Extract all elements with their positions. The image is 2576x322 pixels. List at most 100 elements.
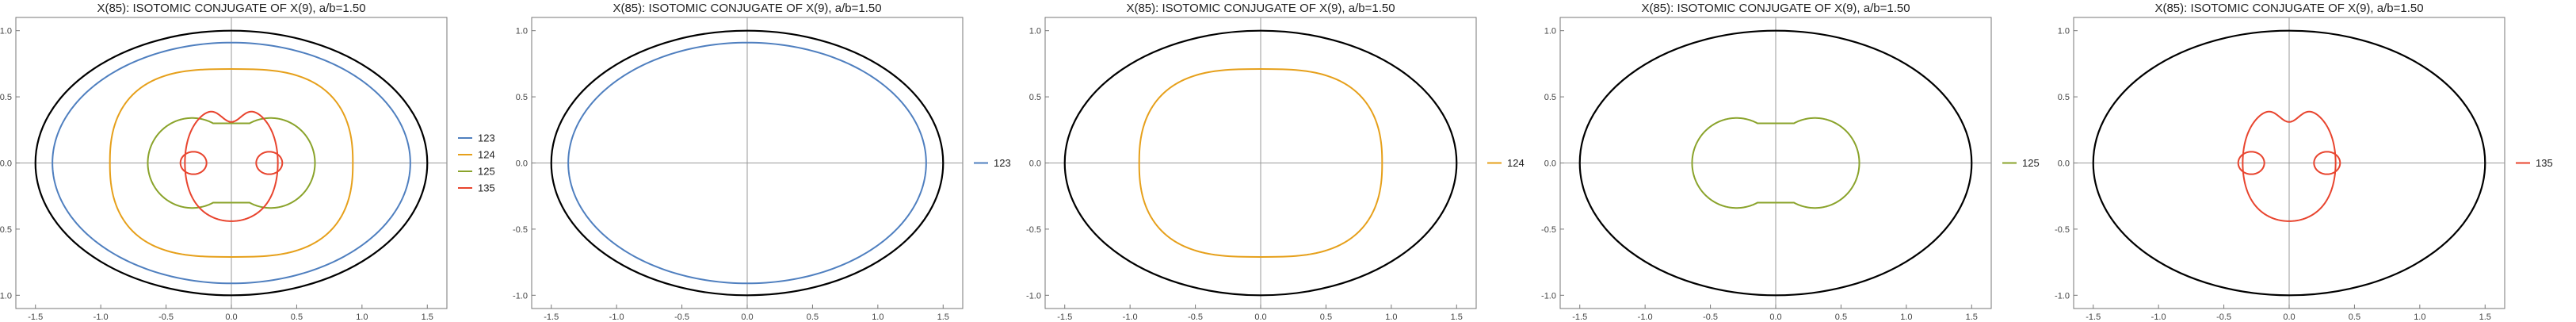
x-tick-label: -0.5 <box>1188 312 1203 322</box>
x-tick-label: 1.0 <box>356 312 368 322</box>
y-tick-label: -0.5 <box>1026 225 1041 235</box>
series-135-curve <box>2242 110 2337 222</box>
y-tick-label: -1.0 <box>0 291 12 301</box>
y-tick-label: 1.0 <box>1544 27 1556 36</box>
plot-area <box>550 29 945 297</box>
chart-panel-2: X(85): ISOTOMIC CONJUGATE OF X(9), a/b=1… <box>513 2 1011 322</box>
x-tick-label: 0.5 <box>291 312 303 322</box>
plot-area <box>2092 29 2486 297</box>
plot-area <box>1578 29 1973 297</box>
x-tick-label: -1.0 <box>1638 312 1653 322</box>
x-tick-label: 0.5 <box>1320 312 1332 322</box>
x-tick-label: 1.5 <box>1966 312 1978 322</box>
x-tick-label: 0.0 <box>1254 312 1266 322</box>
x-tick-label: -1.5 <box>1572 312 1587 322</box>
legend-label-123: 123 <box>478 132 495 144</box>
series-135-curve-loop-2 <box>2313 151 2341 175</box>
chart-panel-4: X(85): ISOTOMIC CONJUGATE OF X(9), a/b=1… <box>1541 2 2040 322</box>
x-tick-label: -0.5 <box>2216 312 2231 322</box>
reference-ellipse <box>2092 29 2486 297</box>
legend-label-125: 125 <box>478 166 495 178</box>
x-tick-label: -1.0 <box>93 312 109 322</box>
reference-ellipse <box>34 29 429 297</box>
y-tick-label: -1.0 <box>513 291 528 301</box>
x-tick-label: 1.5 <box>2479 312 2491 322</box>
x-tick-label: -0.5 <box>674 312 689 322</box>
y-tick-label: 0.5 <box>1029 93 1041 102</box>
x-tick-label: 1.0 <box>2414 312 2425 322</box>
chart-panel-5: X(85): ISOTOMIC CONJUGATE OF X(9), a/b=1… <box>2055 2 2553 322</box>
reference-ellipse <box>1063 29 1458 297</box>
chart-title: X(85): ISOTOMIC CONJUGATE OF X(9), a/b=1… <box>1126 2 1395 15</box>
y-tick-label: 0.0 <box>516 159 528 169</box>
series-125-curve <box>147 117 316 209</box>
y-tick-label: 1.0 <box>2058 27 2070 36</box>
series-124-curve <box>109 68 354 258</box>
x-tick-label: 1.5 <box>422 312 433 322</box>
x-tick-label: -1.5 <box>1057 312 1072 322</box>
x-tick-label: 0.0 <box>225 312 237 322</box>
x-tick-label: -1.5 <box>2086 312 2101 322</box>
series-135-curve-loop-2 <box>255 151 284 175</box>
y-tick-label: 0.0 <box>2058 159 2070 169</box>
x-tick-label: 1.0 <box>872 312 883 322</box>
x-tick-label: 0.0 <box>2283 312 2295 322</box>
y-tick-label: 1.0 <box>1029 27 1041 36</box>
y-tick-label: -0.5 <box>2055 225 2070 235</box>
x-tick-label: 1.5 <box>1451 312 1463 322</box>
y-tick-label: -0.5 <box>0 225 12 235</box>
chart-panel-1: X(85): ISOTOMIC CONJUGATE OF X(9), a/b=1… <box>0 2 495 322</box>
plot-area <box>34 29 429 297</box>
y-tick-label: 0.0 <box>0 159 12 169</box>
x-tick-label: 0.0 <box>741 312 753 322</box>
legend-label-124: 124 <box>1507 157 1525 169</box>
x-tick-label: -1.0 <box>1123 312 1138 322</box>
y-tick-label: -1.0 <box>2055 291 2070 301</box>
y-tick-label: -0.5 <box>513 225 528 235</box>
x-tick-label: 1.0 <box>1385 312 1397 322</box>
chart-title: X(85): ISOTOMIC CONJUGATE OF X(9), a/b=1… <box>2154 2 2423 15</box>
reference-ellipse <box>1578 29 1973 297</box>
y-tick-label: 0.5 <box>2058 93 2070 102</box>
chart-title: X(85): ISOTOMIC CONJUGATE OF X(9), a/b=1… <box>613 2 881 15</box>
x-tick-label: -1.0 <box>2151 312 2166 322</box>
legend-label-125: 125 <box>2022 157 2040 169</box>
plot-area <box>1063 29 1458 297</box>
y-tick-label: 1.0 <box>516 27 528 36</box>
y-tick-label: 0.0 <box>1029 159 1041 169</box>
chart-title: X(85): ISOTOMIC CONJUGATE OF X(9), a/b=1… <box>97 2 365 15</box>
series-135-curve-loop-1 <box>2237 151 2265 175</box>
series-135-curve <box>184 110 279 222</box>
chart-title: X(85): ISOTOMIC CONJUGATE OF X(9), a/b=1… <box>1641 2 1910 15</box>
series-123-curve <box>52 41 411 285</box>
x-tick-label: 1.0 <box>1900 312 1912 322</box>
y-tick-label: 0.5 <box>0 93 12 102</box>
x-tick-label: 0.5 <box>2349 312 2360 322</box>
series-125-curve <box>1691 117 1860 209</box>
legend-label-123: 123 <box>994 157 1011 169</box>
x-tick-label: 0.5 <box>807 312 819 322</box>
legend-label-135: 135 <box>2536 157 2553 169</box>
x-tick-label: -1.0 <box>609 312 624 322</box>
x-tick-label: 0.0 <box>1769 312 1781 322</box>
x-tick-label: -1.5 <box>28 312 43 322</box>
y-tick-label: 0.0 <box>1544 159 1556 169</box>
y-tick-label: 0.5 <box>1544 93 1556 102</box>
reference-ellipse <box>550 29 945 297</box>
series-123-curve <box>567 41 927 285</box>
x-tick-label: 0.5 <box>1835 312 1847 322</box>
x-tick-label: 1.5 <box>937 312 949 322</box>
series-124-curve <box>1138 68 1383 258</box>
legend-label-124: 124 <box>478 149 495 161</box>
series-135-curve-loop-1 <box>179 151 208 175</box>
y-tick-label: -0.5 <box>1541 225 1556 235</box>
chart-panel-3: X(85): ISOTOMIC CONJUGATE OF X(9), a/b=1… <box>1026 2 1525 322</box>
y-tick-label: 0.5 <box>516 93 528 102</box>
x-tick-label: -1.5 <box>544 312 559 322</box>
legend-label-135: 135 <box>478 182 495 194</box>
x-tick-label: -0.5 <box>158 312 174 322</box>
y-tick-label: 1.0 <box>0 27 12 36</box>
y-tick-label: -1.0 <box>1026 291 1041 301</box>
y-tick-label: -1.0 <box>1541 291 1556 301</box>
